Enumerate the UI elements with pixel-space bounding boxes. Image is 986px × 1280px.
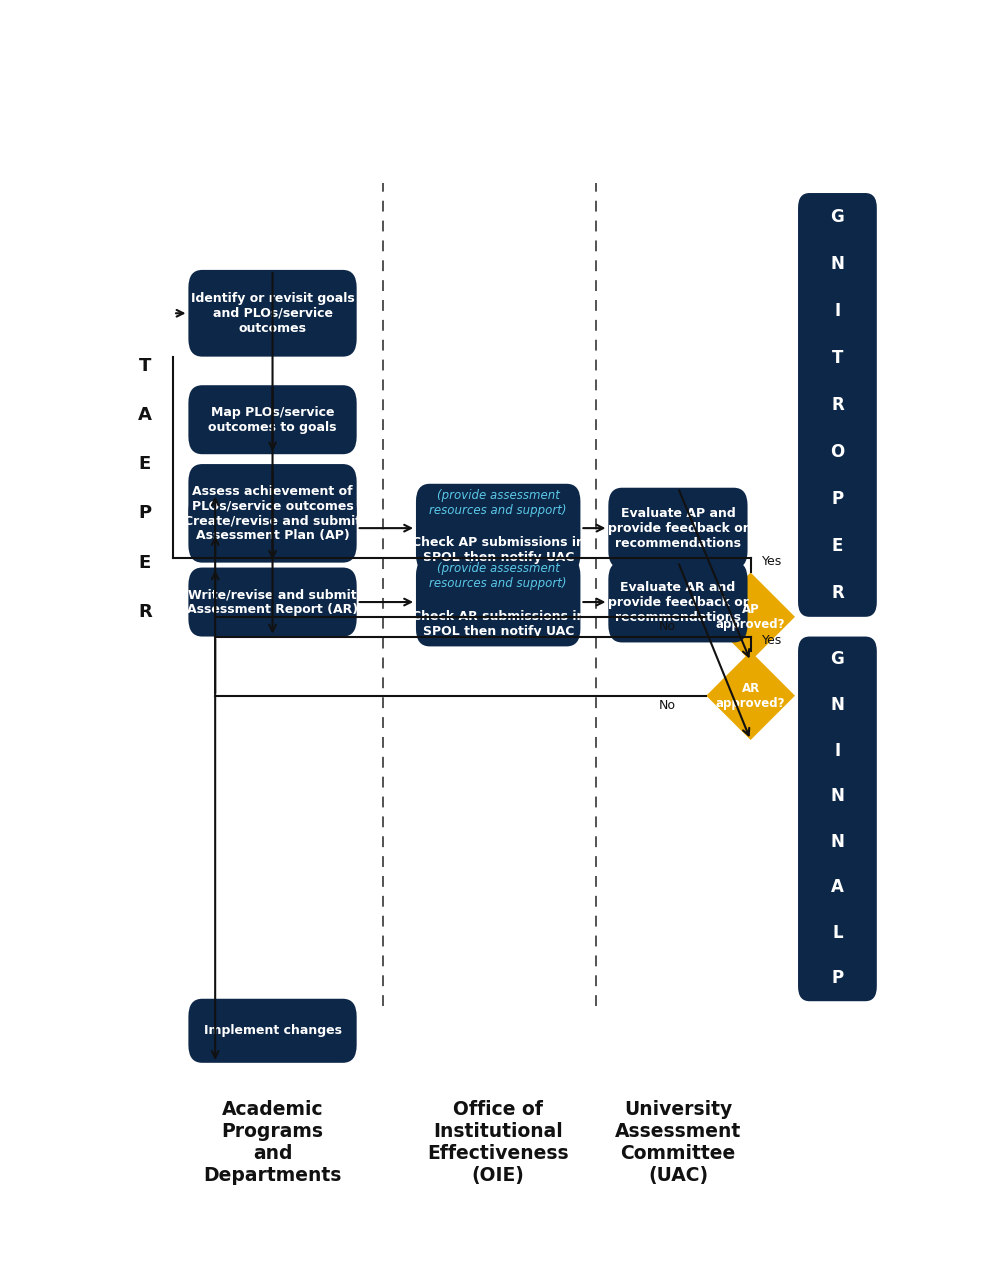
Text: I: I	[833, 302, 840, 320]
Text: T: T	[138, 357, 151, 375]
Text: No: No	[658, 699, 675, 712]
FancyBboxPatch shape	[607, 562, 746, 643]
Text: Evaluate AR and
provide feedback or
recommendations: Evaluate AR and provide feedback or reco…	[607, 581, 747, 623]
Text: P: P	[138, 504, 151, 522]
Text: Yes: Yes	[761, 634, 782, 646]
FancyBboxPatch shape	[188, 998, 356, 1062]
Text: Office of
Institutional
Effectiveness
(OIE): Office of Institutional Effectiveness (O…	[427, 1100, 568, 1185]
Text: R: R	[830, 396, 843, 413]
FancyBboxPatch shape	[415, 558, 580, 646]
Text: Map PLOs/service
outcomes to goals: Map PLOs/service outcomes to goals	[208, 406, 336, 434]
Text: G: G	[829, 650, 843, 668]
FancyBboxPatch shape	[188, 567, 356, 636]
FancyBboxPatch shape	[188, 270, 356, 357]
Text: AR
approved?: AR approved?	[715, 682, 785, 709]
Text: Identify or revisit goals
and PLOs/service
outcomes: Identify or revisit goals and PLOs/servi…	[190, 292, 354, 335]
Text: AP
approved?: AP approved?	[715, 603, 785, 631]
Text: A: A	[138, 406, 152, 424]
FancyBboxPatch shape	[798, 193, 876, 617]
Text: E: E	[138, 456, 151, 474]
Text: N: N	[829, 833, 843, 851]
Text: P: P	[830, 490, 843, 508]
Text: N: N	[829, 255, 843, 273]
Text: University
Assessment
Committee
(UAC): University Assessment Committee (UAC)	[614, 1100, 740, 1185]
FancyBboxPatch shape	[188, 494, 356, 563]
Text: N: N	[829, 787, 843, 805]
Text: G: G	[829, 207, 843, 225]
Text: R: R	[138, 603, 152, 621]
Text: Academic
Programs
and
Departments: Academic Programs and Departments	[203, 1100, 341, 1185]
Text: Create/revise and submit
Assessment Plan (AP): Create/revise and submit Assessment Plan…	[183, 515, 361, 543]
FancyBboxPatch shape	[188, 465, 356, 532]
Text: N: N	[829, 696, 843, 714]
Text: Write/revise and submit
Assessment Report (AR): Write/revise and submit Assessment Repor…	[186, 588, 358, 616]
Text: R: R	[830, 584, 843, 603]
Text: A: A	[830, 878, 843, 896]
Text: E: E	[831, 538, 842, 556]
Polygon shape	[706, 652, 794, 740]
FancyBboxPatch shape	[798, 636, 876, 1001]
FancyBboxPatch shape	[607, 488, 746, 568]
FancyBboxPatch shape	[415, 484, 580, 572]
Text: E: E	[138, 554, 151, 572]
Text: Evaluate AP and
provide feedback or
recommendations: Evaluate AP and provide feedback or reco…	[607, 507, 747, 549]
FancyBboxPatch shape	[188, 385, 356, 454]
Polygon shape	[706, 572, 794, 662]
Text: Check AR submissions in
SPOL then notify UAC: Check AR submissions in SPOL then notify…	[411, 609, 585, 637]
Text: (provide assessment
resources and support): (provide assessment resources and suppor…	[429, 562, 566, 590]
Text: T: T	[831, 349, 842, 367]
Text: P: P	[830, 969, 843, 987]
Text: L: L	[831, 924, 842, 942]
Text: Yes: Yes	[761, 554, 782, 568]
Text: Check AP submissions in
SPOL then notify UAC: Check AP submissions in SPOL then notify…	[411, 536, 584, 563]
Text: No: No	[658, 621, 675, 634]
Text: Implement changes: Implement changes	[203, 1024, 341, 1037]
Text: I: I	[833, 741, 840, 759]
Text: O: O	[829, 443, 844, 461]
Text: Assess achievement of
PLOs/service outcomes: Assess achievement of PLOs/service outco…	[191, 485, 353, 512]
Text: (provide assessment
resources and support): (provide assessment resources and suppor…	[429, 489, 566, 517]
